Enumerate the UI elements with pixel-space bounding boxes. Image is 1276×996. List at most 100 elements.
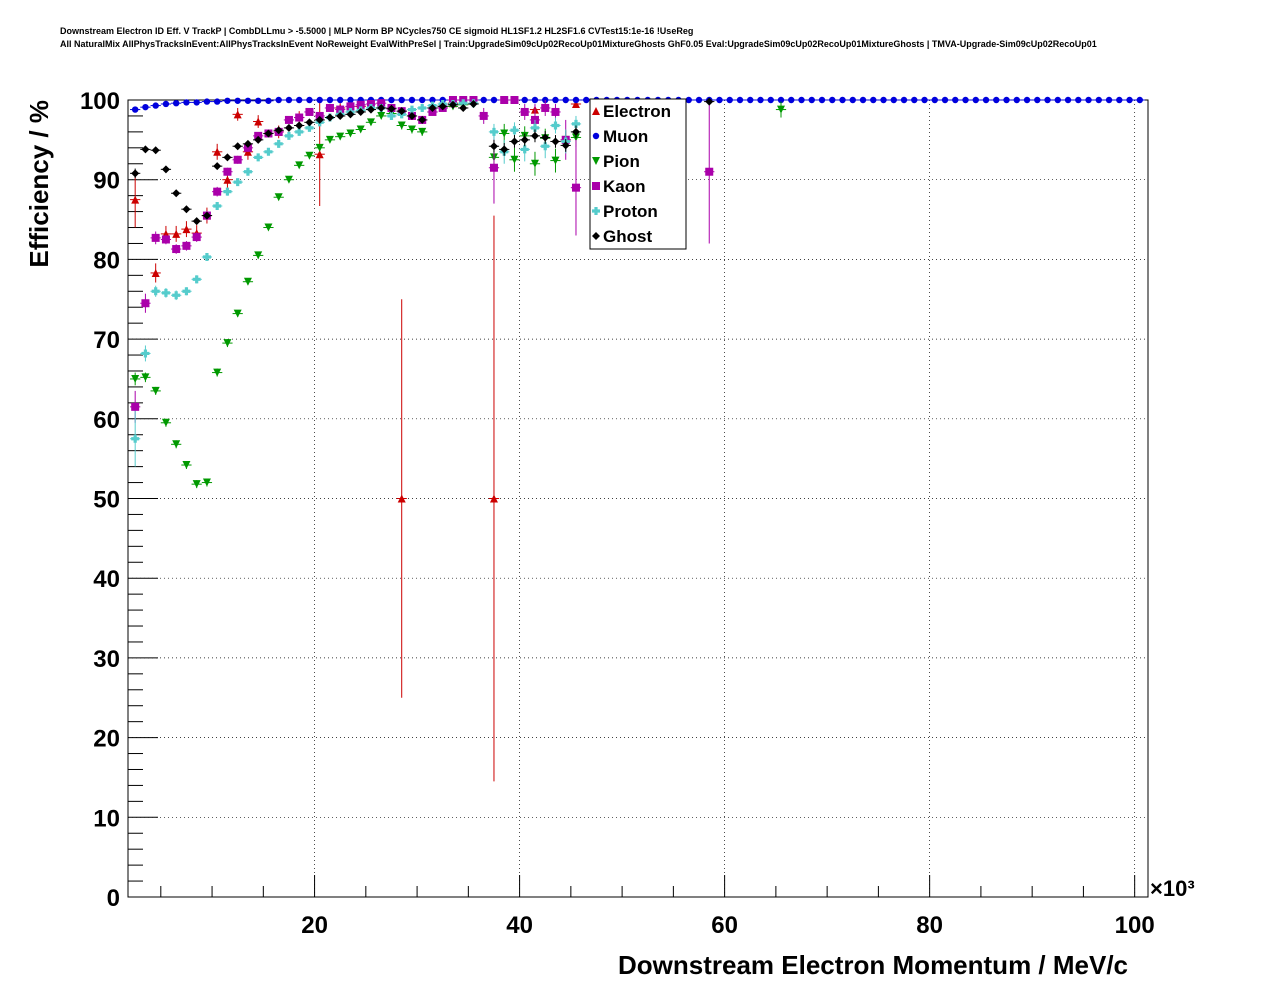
electron-point — [254, 117, 263, 126]
muon-point — [736, 96, 744, 104]
proton-point — [510, 126, 519, 135]
x-tick-label: 60 — [711, 912, 738, 939]
muon-point — [777, 96, 785, 104]
series-electron — [130, 99, 582, 782]
kaon-point — [182, 241, 191, 250]
muon-point — [531, 96, 539, 104]
ghost-point — [438, 102, 447, 111]
pion-point — [202, 478, 211, 487]
pion-point — [510, 155, 519, 164]
pion-point — [325, 135, 334, 144]
muon-point — [952, 96, 959, 104]
muon-point — [1075, 96, 1082, 104]
muon-point — [480, 96, 487, 104]
y-tick-label: 0 — [107, 885, 120, 912]
muon-point — [285, 96, 293, 104]
proton-point — [305, 123, 314, 132]
ghost-point — [510, 137, 519, 146]
proton-point — [571, 119, 580, 128]
muon-point — [419, 96, 426, 104]
muon-point — [295, 96, 303, 104]
legend-label-electron: Electron — [603, 102, 671, 121]
ghost-point — [407, 111, 416, 120]
x-tick-label: 100 — [1115, 912, 1155, 939]
electron-point — [131, 195, 140, 204]
chart-title-line-2: All NaturalMix AllPhysTracksInEvent:AllP… — [60, 39, 1097, 49]
muon-point — [347, 96, 354, 104]
ghost-point — [141, 145, 150, 154]
kaon-point — [213, 187, 222, 196]
proton-point — [551, 121, 560, 130]
kaon-point — [551, 107, 560, 116]
muon-point — [880, 96, 887, 104]
muon-point — [306, 96, 313, 104]
kaon-point — [705, 167, 714, 176]
pion-point — [274, 193, 283, 202]
muon-point — [829, 96, 836, 104]
proton-point — [151, 287, 160, 296]
muon-point — [757, 96, 764, 104]
ghost-point — [469, 99, 478, 108]
pion-point — [223, 339, 232, 348]
muon-point — [972, 96, 979, 104]
x-tick-label: 40 — [506, 912, 533, 939]
muon-point — [870, 96, 877, 104]
ghost-point — [377, 103, 386, 112]
proton-point — [131, 434, 140, 443]
pion-point — [192, 480, 201, 489]
muon-point — [213, 98, 221, 105]
chart-title-line-1: Downstream Electron ID Eff. V TrackP | C… — [60, 26, 694, 36]
pion-point — [151, 386, 160, 395]
muon-point — [337, 96, 344, 104]
data-series — [130, 96, 1145, 782]
kaon-point — [305, 107, 314, 116]
ghost-point — [571, 127, 580, 136]
muon-point — [162, 100, 170, 108]
muon-point — [747, 96, 754, 104]
y-tick-label: 100 — [80, 88, 120, 115]
pion-point — [243, 277, 252, 286]
legend-box — [589, 98, 687, 250]
muon-point — [275, 96, 282, 104]
proton-point — [295, 127, 304, 136]
ghost-point — [131, 169, 140, 178]
x-multiplier-label: ×10³ — [1150, 876, 1195, 901]
proton-point — [407, 105, 416, 114]
ghost-point — [202, 211, 211, 220]
muon-point — [131, 106, 139, 113]
pion-point — [141, 373, 150, 382]
kaon-point — [479, 111, 488, 120]
proton-point — [530, 123, 539, 132]
muon-point — [767, 96, 774, 104]
muon-point — [1064, 96, 1072, 104]
kaon-point — [325, 103, 334, 112]
kaon-point — [336, 105, 345, 114]
muon-point — [890, 96, 897, 104]
muon-point — [244, 97, 252, 104]
pion-point — [777, 105, 786, 114]
y-tick-label: 80 — [93, 247, 120, 274]
muon-point — [583, 96, 590, 104]
ghost-point — [489, 142, 498, 151]
pion-point — [315, 143, 324, 152]
muon-point — [521, 96, 528, 104]
pion-point — [336, 132, 345, 141]
muon-point — [941, 96, 949, 104]
muon-point — [993, 96, 1000, 104]
ghost-point — [264, 129, 273, 138]
ghost-point — [356, 107, 365, 116]
legend-label-kaon: Kaon — [603, 177, 646, 196]
kaon-point — [510, 96, 519, 104]
pion-point — [356, 125, 365, 134]
y-tick-label: 90 — [93, 168, 120, 195]
ghost-point — [254, 135, 263, 144]
y-axis-title: Efficiency / % — [24, 100, 54, 268]
ghost-point — [541, 133, 550, 142]
ghost-point — [151, 146, 160, 155]
kaon-point — [489, 163, 498, 172]
proton-point — [520, 145, 529, 154]
axis-ticks: 20 40 60 80 100 0 10 20 30 40 50 60 70 80 90 100 — [80, 88, 1155, 939]
legend-marker-kaon — [592, 182, 600, 190]
ghost-point — [397, 107, 406, 116]
